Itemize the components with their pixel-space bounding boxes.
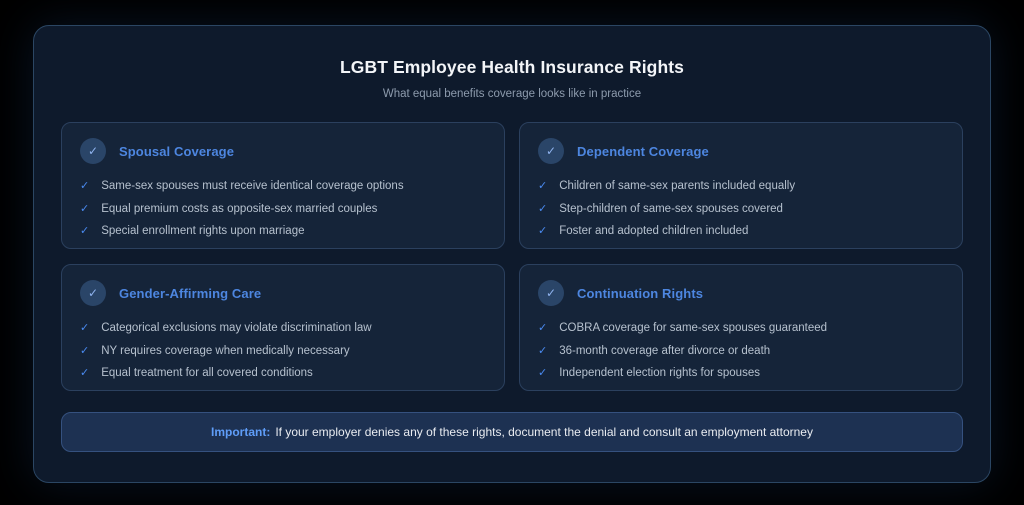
list-item: ✓ Foster and adopted children included xyxy=(538,225,944,237)
check-icon: ✓ xyxy=(538,367,548,379)
check-icon: ✓ xyxy=(538,344,548,357)
list-item: ✓ Categorical exclusions may violate disc… xyxy=(80,322,486,334)
list-item-text: Children of same-sex parents included eq… xyxy=(559,180,796,192)
check-icon: ✓ xyxy=(80,367,90,379)
card-list: ✓ COBRA coverage for same-sex spouses gua… xyxy=(538,322,944,379)
banner-text: If your employer denies any of these rig… xyxy=(275,425,813,439)
check-icon: ✓ xyxy=(538,202,548,215)
check-icon: ✓ xyxy=(80,322,90,334)
card-title: Dependent Coverage xyxy=(577,143,709,159)
check-icon: ✓ xyxy=(80,344,90,357)
list-item-text: Foster and adopted children included xyxy=(559,225,749,237)
list-item: ✓ COBRA coverage for same-sex spouses gua… xyxy=(538,322,944,334)
check-circle-icon: ✓ xyxy=(538,280,564,306)
card-list: ✓ Same-sex spouses must receive identical… xyxy=(80,180,486,237)
page-title: LGBT Employee Health Insurance Rights xyxy=(339,57,685,77)
list-item: ✓ Special enrollment rights upon marriage xyxy=(80,225,486,237)
card-header: ✓ Spousal Coverage xyxy=(80,138,486,164)
check-icon: ✓ xyxy=(80,202,90,215)
card-title: Gender-Affirming Care xyxy=(119,285,262,301)
list-item-text: 36-month coverage after divorce or death xyxy=(559,344,771,357)
list-item: ✓ Equal treatment for all covered conditi… xyxy=(80,367,486,379)
info-panel: LGBT Employee Health Insurance Rights Wh… xyxy=(33,25,991,483)
check-icon: ✓ xyxy=(538,225,548,237)
list-item: ✓ NY requires coverage when medically nec… xyxy=(80,345,486,357)
card-title: Continuation Rights xyxy=(577,285,704,301)
card-continuation-rights: ✓ Continuation Rights ✓ COBRA coverage fo… xyxy=(519,264,963,391)
check-icon: ✓ xyxy=(87,286,99,300)
check-icon: ✓ xyxy=(538,322,548,334)
check-icon: ✓ xyxy=(80,225,90,237)
list-item-text: COBRA coverage for same-sex spouses guar… xyxy=(559,322,828,334)
check-icon: ✓ xyxy=(545,286,557,300)
check-icon: ✓ xyxy=(538,180,548,192)
card-list: ✓ Categorical exclusions may violate disc… xyxy=(80,322,486,379)
check-icon: ✓ xyxy=(545,144,557,158)
list-item-text: Independent election rights for spouses xyxy=(559,367,760,379)
list-item: ✓ 36-month coverage after divorce or deat… xyxy=(538,345,944,357)
list-item-text: Step-children of same-sex spouses covere… xyxy=(559,202,783,215)
card-dependent-coverage: ✓ Dependent Coverage ✓ Children of same-s… xyxy=(519,122,963,249)
list-item-text: Special enrollment rights upon marriage xyxy=(101,225,305,237)
check-circle-icon: ✓ xyxy=(538,138,564,164)
list-item-text: NY requires coverage when medically nece… xyxy=(101,344,350,357)
list-item-text: Equal premium costs as opposite-sex marr… xyxy=(101,202,378,215)
card-title: Spousal Coverage xyxy=(119,143,235,159)
card-list: ✓ Children of same-sex parents included e… xyxy=(538,180,944,237)
page-subtitle: What equal benefits coverage looks like … xyxy=(382,88,642,100)
card-header: ✓ Continuation Rights xyxy=(538,280,944,306)
list-item-text: Same-sex spouses must receive identical … xyxy=(101,180,404,192)
cards-grid: ✓ Spousal Coverage ✓ Same-sex spouses mus… xyxy=(61,122,963,391)
card-header: ✓ Gender-Affirming Care xyxy=(80,280,486,306)
important-banner: Important: If your employer denies any of… xyxy=(61,412,963,452)
list-item: ✓ Independent election rights for spouses xyxy=(538,367,944,379)
card-gender-affirming-care: ✓ Gender-Affirming Care ✓ Categorical exc… xyxy=(61,264,505,391)
list-item-text: Equal treatment for all covered conditio… xyxy=(101,367,313,379)
card-spousal-coverage: ✓ Spousal Coverage ✓ Same-sex spouses mus… xyxy=(61,122,505,249)
card-header: ✓ Dependent Coverage xyxy=(538,138,944,164)
check-circle-icon: ✓ xyxy=(80,138,106,164)
list-item: ✓ Equal premium costs as opposite-sex mar… xyxy=(80,203,486,215)
list-item: ✓ Step-children of same-sex spouses cover… xyxy=(538,203,944,215)
banner-label: Important: xyxy=(211,425,271,439)
list-item: ✓ Same-sex spouses must receive identical… xyxy=(80,180,486,192)
list-item-text: Categorical exclusions may violate discr… xyxy=(101,322,372,334)
check-icon: ✓ xyxy=(87,144,99,158)
list-item: ✓ Children of same-sex parents included e… xyxy=(538,180,944,192)
check-circle-icon: ✓ xyxy=(80,280,106,306)
check-icon: ✓ xyxy=(80,180,90,192)
